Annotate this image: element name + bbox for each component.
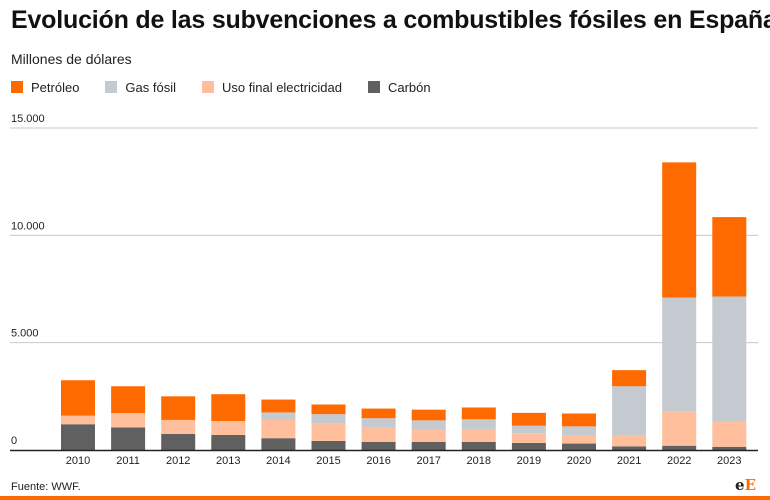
bar-segment (712, 421, 747, 447)
bar-segment (411, 430, 446, 442)
bar-segment (562, 426, 596, 435)
bar-segment (61, 415, 95, 425)
bar-segment (612, 370, 647, 387)
y-tick-label: 15.000 (11, 113, 45, 125)
bar-segment (411, 441, 446, 450)
x-tick-label: 2020 (567, 455, 591, 467)
x-tick-label: 2013 (216, 455, 240, 467)
bar-segment (712, 217, 747, 297)
bar-segment (311, 404, 346, 415)
bar-segment (361, 418, 396, 428)
y-tick-label: 0 (11, 435, 17, 447)
bar-segment (211, 394, 246, 422)
x-tick-label: 2012 (166, 455, 190, 467)
bar-segment (411, 420, 446, 431)
stacked-bar-chart: 0 5.000 10.000 15.000 2010 2011 2012 2013 2014 20… (10, 113, 758, 467)
legend-item-gas-fosil: Gas fósil (105, 80, 176, 95)
legend-label-petroleo: Petróleo (31, 79, 80, 95)
legend-item-carbon: Carbón (367, 79, 431, 95)
bar-segment (161, 396, 196, 420)
legend-swatch-uso-final-electricidad (202, 81, 214, 93)
chart-title: Evolución de las subvenciones a combusti… (11, 6, 770, 34)
bar-segment (261, 438, 296, 450)
bar-segment (111, 413, 146, 428)
bar-segment (161, 433, 196, 450)
bar-segment (562, 434, 596, 444)
bar-segment (311, 414, 346, 424)
bar-segment (712, 296, 747, 422)
bar-segment (261, 419, 296, 439)
legend-swatch-gas-fosil (105, 81, 118, 93)
legend-label-uso-final-electricidad: Uso final electricidad (222, 79, 342, 95)
x-tick-label: 2017 (416, 455, 440, 467)
bar-segment (461, 428, 496, 442)
bar-segment (461, 419, 496, 429)
legend-label-carbon: Carbón (387, 79, 431, 95)
bar-segment (511, 412, 546, 426)
bar-segment (612, 446, 647, 450)
bar-segment (311, 423, 346, 441)
x-tick-label: 2022 (667, 455, 691, 467)
bar-segment (211, 421, 246, 435)
bar-segment (612, 386, 647, 436)
bar-segment (361, 441, 396, 450)
x-tick-label: 2011 (116, 455, 140, 467)
brand-bar (0, 496, 770, 500)
legend-swatch-carbon (367, 81, 380, 93)
bar-segment (261, 399, 296, 413)
bar-segment (662, 162, 697, 298)
x-tick-label: 2021 (617, 455, 641, 467)
bar-segment (311, 440, 346, 450)
x-tick-label: 2010 (66, 455, 90, 467)
legend-item-uso-final-electricidad: Uso final electricidad (202, 80, 342, 95)
legend-label-gas-fosil: Gas fósil (125, 79, 176, 95)
x-tick-label: 2023 (717, 455, 741, 467)
bar-segment (511, 433, 546, 443)
bar-segment (61, 380, 95, 416)
x-tick-label: 2016 (366, 455, 390, 467)
bar-segment (361, 408, 396, 419)
bar-segment (61, 424, 95, 450)
chart-subtitle: Millones de dólares (11, 51, 132, 67)
x-tick-label: 2014 (266, 455, 290, 467)
bar-segment (511, 425, 546, 434)
brand-logo: eE (735, 476, 756, 494)
bar-segment (161, 419, 196, 434)
bar-segment (662, 411, 697, 446)
x-tick-label: 2018 (467, 455, 491, 467)
bar-segment (562, 443, 596, 450)
bar-segment (712, 446, 747, 450)
bar-segment (261, 412, 296, 420)
bar-segment (211, 434, 246, 450)
chart-legend: Petróleo Gas fósil Uso final electricida… (11, 78, 457, 96)
bar-segment (511, 442, 546, 450)
bar-segment (461, 441, 496, 450)
y-tick-label: 10.000 (11, 220, 45, 232)
bar-segment (411, 409, 446, 421)
x-tick-label: 2019 (517, 455, 541, 467)
bar-segment (562, 413, 596, 427)
y-tick-label: 5.000 (11, 328, 39, 340)
bar-segment (662, 297, 697, 412)
bar-segment (612, 435, 647, 447)
legend-swatch-petroleo (11, 81, 23, 93)
x-tick-label: 2015 (316, 455, 340, 467)
bar-segment (111, 427, 146, 450)
bar-segment (361, 427, 396, 442)
legend-item-petroleo: Petróleo (11, 80, 79, 95)
bar-segment (111, 386, 146, 414)
bar-segment (662, 445, 697, 450)
source-note: Fuente: WWF. (11, 481, 81, 493)
bar-segment (461, 407, 496, 420)
